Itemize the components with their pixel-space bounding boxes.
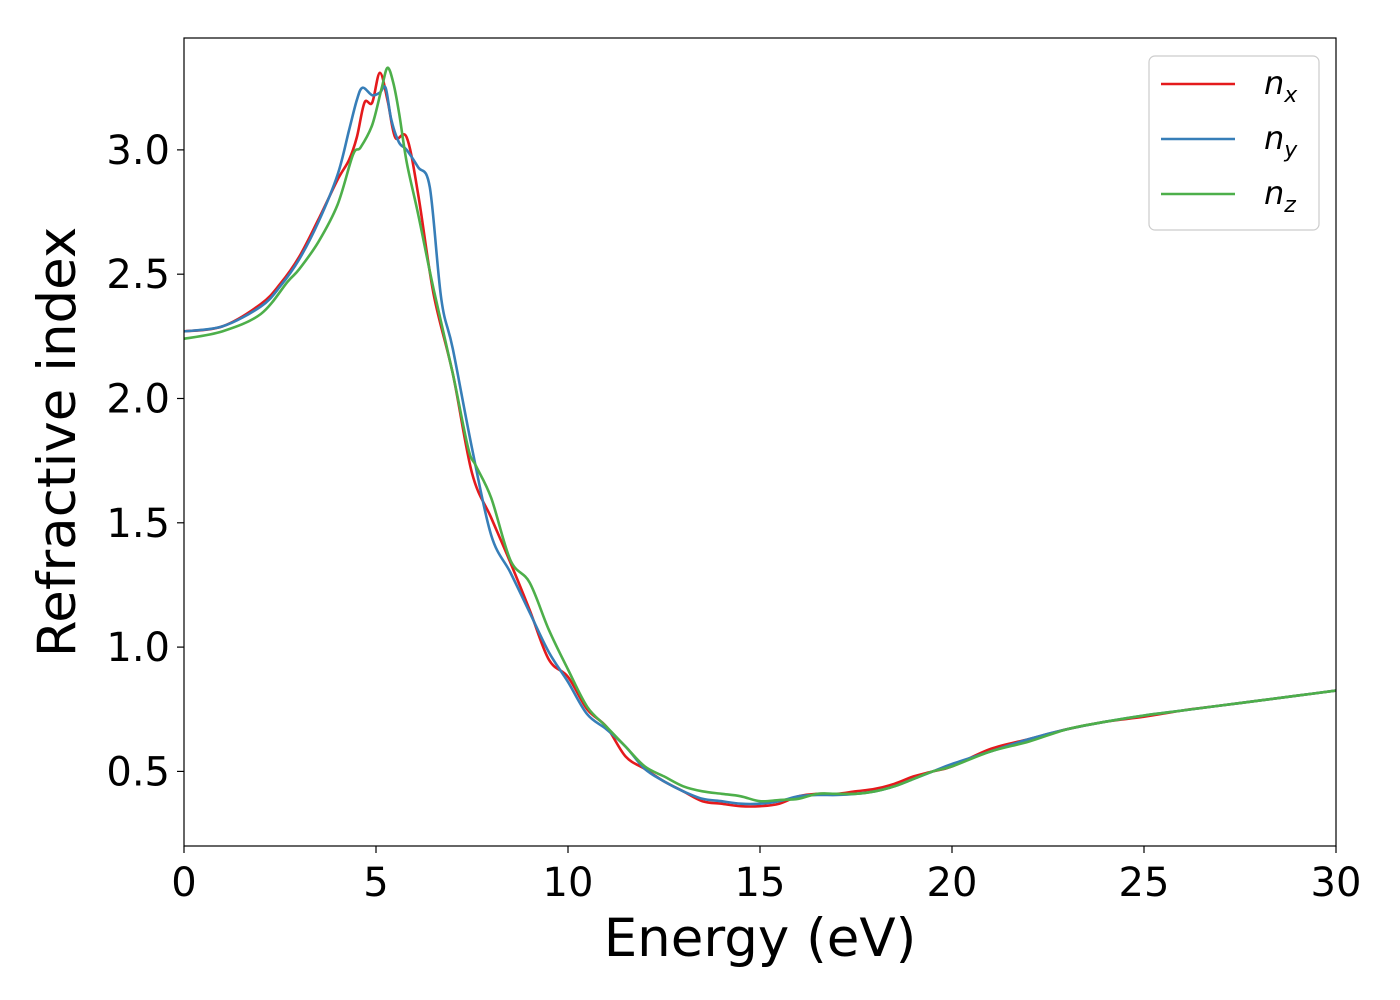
x-tick-label: 20 xyxy=(927,860,978,906)
y-tick-label: 2.5 xyxy=(106,252,170,298)
y-tick-label: 1.0 xyxy=(106,625,170,671)
y-axis-label: Refractive index xyxy=(27,227,88,657)
x-tick-label: 15 xyxy=(735,860,786,906)
x-tick-label: 10 xyxy=(543,860,594,906)
y-tick-label: 3.0 xyxy=(106,128,170,174)
x-tick-label: 5 xyxy=(363,860,388,906)
x-tick-label: 25 xyxy=(1119,860,1170,906)
series-lines xyxy=(183,66,1337,808)
y-axis-ticks: 0.5 1.0 1.5 2.0 2.5 3.0 xyxy=(106,128,184,795)
y-tick-label: 1.5 xyxy=(106,501,170,547)
series-line-z xyxy=(183,66,1337,803)
x-axis-label: Energy (eV) xyxy=(604,908,917,969)
y-tick-label: 2.0 xyxy=(106,376,170,422)
legend-box xyxy=(1148,55,1320,231)
y-tick-label: 0.5 xyxy=(106,749,170,795)
x-axis-ticks: 0 5 10 15 20 25 30 xyxy=(171,846,1361,906)
series-line-x xyxy=(183,71,1337,808)
x-tick-label: 30 xyxy=(1311,860,1362,906)
x-tick-label: 0 xyxy=(171,860,196,906)
